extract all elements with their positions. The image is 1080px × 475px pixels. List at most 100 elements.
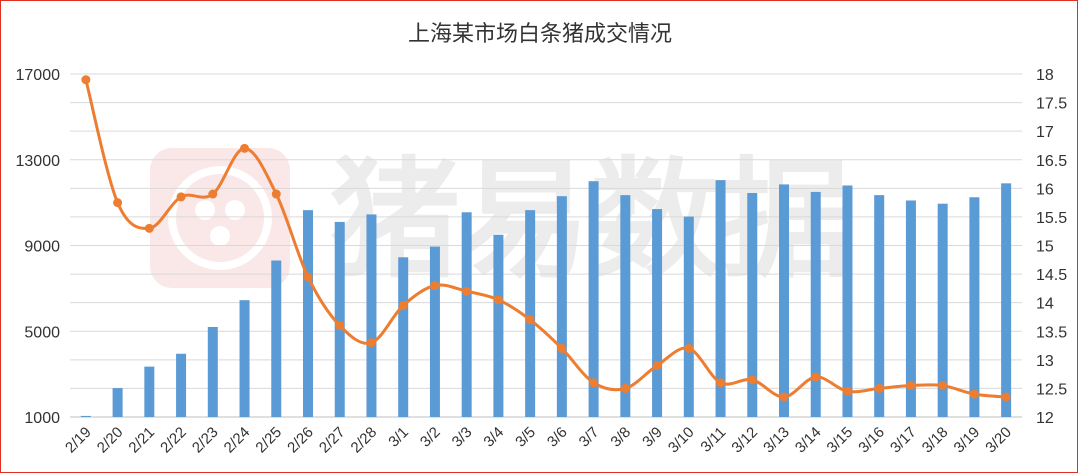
x-tick-label: 2/22 xyxy=(157,424,190,457)
line-point xyxy=(779,392,789,402)
line-point xyxy=(303,272,313,282)
bar xyxy=(905,200,916,417)
x-tick-label: 2/28 xyxy=(348,424,381,457)
bar xyxy=(525,210,536,417)
line-series xyxy=(81,75,1011,402)
x-tick-label: 3/5 xyxy=(512,424,539,451)
line-point xyxy=(335,321,345,331)
line-point xyxy=(716,378,726,388)
bar xyxy=(842,185,853,417)
y-right-tick-label: 15.5 xyxy=(1036,210,1067,227)
x-tick-label: 3/4 xyxy=(480,424,507,451)
x-tick-label: 2/20 xyxy=(94,424,127,457)
x-tick-label: 2/19 xyxy=(62,424,95,457)
y-right-tick-label: 13 xyxy=(1036,353,1054,370)
bar xyxy=(207,326,218,417)
y-right-tick-label: 13.5 xyxy=(1036,324,1067,341)
bar xyxy=(461,212,472,417)
x-tick-label: 3/2 xyxy=(417,424,444,451)
x-tick-label: 3/1 xyxy=(385,424,412,451)
chart-title: 上海某市场白条猪成交情况 xyxy=(408,22,672,47)
bar xyxy=(271,260,282,417)
line-point xyxy=(811,372,821,382)
line-point xyxy=(271,189,281,199)
bar xyxy=(398,257,409,417)
line-point xyxy=(874,383,884,393)
x-tick-label: 3/14 xyxy=(792,424,825,457)
y-left-tick-label: 5000 xyxy=(24,324,60,341)
y-right-tick-label: 14.5 xyxy=(1036,267,1067,284)
line-point xyxy=(144,223,154,233)
x-tick-label: 2/24 xyxy=(221,424,254,457)
line-point xyxy=(81,75,91,85)
bar xyxy=(239,300,250,417)
bar xyxy=(588,181,599,417)
y-axis-left: 1000 5000 9000 13000 17000 xyxy=(16,67,61,427)
line-point xyxy=(462,286,472,296)
bar xyxy=(715,180,726,417)
y-right-tick-label: 15 xyxy=(1036,239,1054,256)
line-point xyxy=(366,338,376,348)
line-point xyxy=(842,386,852,396)
bar xyxy=(144,366,155,417)
line-point xyxy=(398,301,408,311)
line-point xyxy=(208,189,218,199)
y-right-tick-label: 16 xyxy=(1036,181,1054,198)
bar xyxy=(969,197,980,417)
bar xyxy=(112,388,123,417)
x-tick-label: 2/25 xyxy=(252,424,285,457)
bar xyxy=(810,191,821,417)
x-tick-label: 3/6 xyxy=(544,424,571,451)
x-tick-label: 2/26 xyxy=(284,424,317,457)
bar xyxy=(937,203,948,417)
bar xyxy=(176,353,187,417)
x-axis: 2/19 2/20 2/21 2/22 2/23 2/24 2/25 2/26 2/27 2/28… xyxy=(62,424,1015,457)
line-point xyxy=(113,198,123,208)
line-point xyxy=(525,315,535,325)
line-point xyxy=(1001,392,1011,402)
y-left-tick-label: 9000 xyxy=(24,239,60,256)
line-point xyxy=(557,343,567,353)
x-tick-label: 2/21 xyxy=(125,424,158,457)
bar xyxy=(556,196,567,417)
watermark-logo-icon xyxy=(150,148,290,288)
bar xyxy=(429,246,440,417)
bar xyxy=(366,214,377,417)
gridlines xyxy=(70,73,1022,418)
x-tick-label: 3/20 xyxy=(982,424,1015,457)
y-right-tick-label: 16.5 xyxy=(1036,153,1067,170)
x-tick-label: 3/12 xyxy=(728,424,761,457)
x-tick-label: 3/3 xyxy=(449,424,476,451)
line-point xyxy=(652,361,662,371)
y-left-tick-label: 17000 xyxy=(16,67,61,84)
bar xyxy=(303,210,313,417)
line-point xyxy=(938,381,948,391)
line-point xyxy=(176,192,186,202)
line-point xyxy=(906,381,916,391)
bar xyxy=(1001,183,1012,417)
x-tick-label: 3/7 xyxy=(576,424,603,451)
line-point xyxy=(620,383,630,393)
bar xyxy=(779,184,789,417)
bar xyxy=(620,195,631,417)
line-point xyxy=(684,343,694,353)
x-tick-label: 3/18 xyxy=(919,424,952,457)
y-right-tick-label: 12 xyxy=(1036,410,1054,427)
bar xyxy=(747,192,758,417)
y-axis-right: 12 12.5 13 13.5 14 14.5 15 15.5 16 16.5 17 17.5 18 xyxy=(1036,67,1067,427)
x-tick-label: 2/23 xyxy=(189,424,222,457)
bar xyxy=(80,415,91,417)
line-point xyxy=(589,378,599,388)
line-point xyxy=(969,389,979,399)
bar xyxy=(683,216,694,417)
x-tick-label: 3/15 xyxy=(824,424,857,457)
x-tick-label: 3/17 xyxy=(887,424,920,457)
bar xyxy=(493,234,504,417)
x-tick-label: 3/16 xyxy=(855,424,888,457)
y-right-tick-label: 18 xyxy=(1036,67,1054,84)
y-right-tick-label: 17.5 xyxy=(1036,96,1067,113)
x-tick-label: 3/10 xyxy=(665,424,698,457)
x-tick-label: 3/11 xyxy=(697,424,729,456)
